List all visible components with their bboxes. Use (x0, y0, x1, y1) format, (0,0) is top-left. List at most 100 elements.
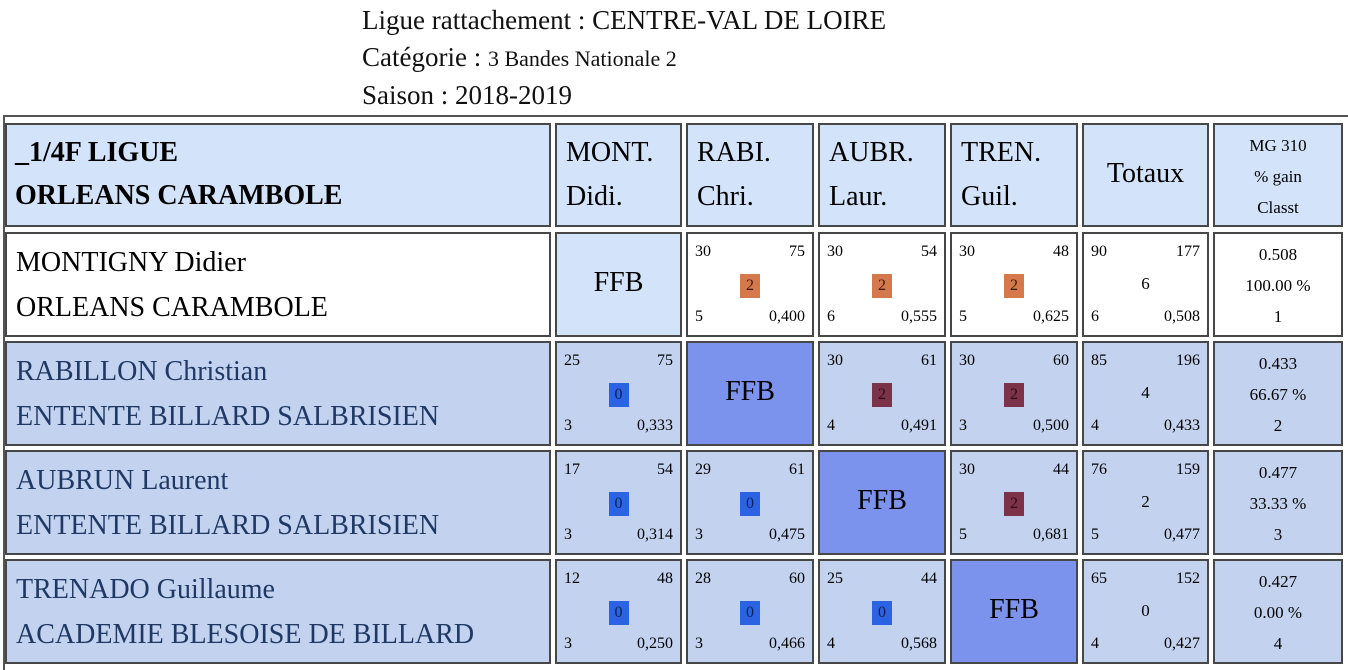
match-points-scored: 17 (564, 461, 580, 478)
win-percentage: 66.67 % (1249, 385, 1307, 404)
ffb-cell: FFB (818, 450, 946, 555)
match-cell: 30 61 2 4 0,491 (818, 341, 946, 446)
mg-cell: 0.427 0.00 % 4 (1213, 559, 1343, 664)
match-innings: 60 (1053, 352, 1069, 369)
player-club: ORLEANS CARAMBOLE (16, 292, 328, 323)
column-header-1: MONT. Didi. (555, 123, 682, 227)
categorie-line: Catégorie : 3 Bandes Nationale 2 (362, 39, 886, 77)
player-info: RABILLON Christian ENTENTE BILLARD SALBRI… (16, 349, 439, 439)
match-innings: 54 (657, 461, 673, 478)
match-result-points-badge: 2 (1004, 274, 1024, 298)
match-high-run: 3 (564, 417, 572, 434)
match-points-scored: 12 (564, 570, 580, 587)
match-innings: 48 (657, 570, 673, 587)
column-header-text: AUBR. Laur. (829, 131, 914, 219)
column-header-line1: TREN. (961, 137, 1042, 168)
column-header-4: TREN. Guil. (950, 123, 1078, 227)
match-cell: 30 48 2 5 0,625 (950, 232, 1078, 337)
ranking: 2 (1273, 416, 1283, 435)
total-match-points: 0 (1141, 601, 1150, 620)
totals-cell: 85 196 4 4 0,433 (1082, 341, 1209, 446)
column-header-line2: Laur. (829, 181, 888, 212)
totals-cell: 90 177 6 6 0,508 (1082, 232, 1209, 337)
column-header-3: AUBR. Laur. (818, 123, 946, 227)
player-club: ENTENTE BILLARD SALBRISIEN (16, 510, 440, 541)
match-result-points-badge: 2 (872, 383, 892, 407)
player-club: ENTENTE BILLARD SALBRISIEN (16, 401, 440, 432)
match-points-scored: 30 (959, 461, 975, 478)
general-average: 0.477 (1258, 463, 1298, 482)
match-high-run: 6 (827, 308, 835, 325)
win-percentage: 33.33 % (1249, 494, 1307, 513)
mg-header-line: % gain (1254, 167, 1302, 186)
match-result-points-badge: 0 (608, 492, 629, 516)
player-info: MONTIGNY Didier ORLEANS CARAMBOLE (16, 240, 328, 330)
match-points-scored: 25 (827, 570, 843, 587)
match-cell: 25 44 0 4 0,568 (818, 559, 946, 664)
match-high-run: 3 (695, 526, 703, 543)
match-average: 0,466 (769, 635, 805, 652)
ranking: 3 (1273, 525, 1283, 544)
total-points: 65 (1091, 570, 1107, 587)
match-average: 0,475 (769, 526, 805, 543)
ffb-cell: FFB (686, 341, 814, 446)
match-points-scored: 30 (827, 352, 843, 369)
column-header-text: RABI. Chri. (697, 131, 771, 219)
table-title-cell: _1/4F LIGUE ORLEANS CARAMBOLE (5, 123, 551, 227)
match-high-run: 3 (695, 635, 703, 652)
total-innings: 159 (1176, 461, 1200, 478)
totals-cell: 65 152 0 4 0,427 (1082, 559, 1209, 664)
match-high-run: 3 (959, 417, 967, 434)
ffb-cell: FFB (950, 559, 1078, 664)
results-table-frame (3, 115, 1348, 670)
match-points-scored: 28 (695, 570, 711, 587)
categorie-value: 3 Bandes Nationale 2 (487, 46, 677, 71)
match-cell: 17 54 0 3 0,314 (555, 450, 682, 555)
match-high-run: 3 (564, 635, 572, 652)
general-average: 0.508 (1258, 245, 1298, 264)
match-average: 0,250 (637, 635, 673, 652)
total-match-points: 4 (1141, 383, 1150, 402)
ranking: 1 (1273, 307, 1283, 326)
match-cell: 28 60 0 3 0,466 (686, 559, 814, 664)
player-club: ACADEMIE BLESOISE DE BILLARD (16, 619, 475, 650)
table-title-line2: ORLEANS CARAMBOLE (15, 180, 343, 211)
player-cell: MONTIGNY Didier ORLEANS CARAMBOLE (5, 232, 551, 337)
general-average: 0.427 (1258, 572, 1298, 591)
ffb-label: FFB (593, 267, 644, 298)
mg-cell: 0.433 66.67 % 2 (1213, 341, 1343, 446)
player-name: TRENADO Guillaume (16, 574, 275, 605)
mg-header-line: Classt (1257, 198, 1299, 217)
match-average: 0,555 (901, 308, 937, 325)
match-cell: 12 48 0 3 0,250 (555, 559, 682, 664)
match-high-run: 5 (959, 308, 967, 325)
total-match-points: 2 (1141, 492, 1150, 511)
column-header-line1: MONT. (566, 137, 654, 168)
match-innings: 60 (789, 570, 805, 587)
total-points: 90 (1091, 243, 1107, 260)
match-cell: 25 75 0 3 0,333 (555, 341, 682, 446)
mg-header-text: MG 310 % gain Classt (1215, 130, 1341, 223)
total-high-run: 5 (1091, 526, 1099, 543)
match-result-points-badge: 2 (740, 274, 760, 298)
categorie-label: Catégorie : (362, 42, 488, 72)
total-high-run: 4 (1091, 635, 1099, 652)
match-points-scored: 30 (827, 243, 843, 260)
mg-values: 0.477 33.33 % 3 (1215, 457, 1341, 550)
mg-header-cell: MG 310 % gain Classt (1213, 123, 1343, 227)
match-cell: 30 75 2 5 0,400 (686, 232, 814, 337)
column-header-line1: RABI. (697, 137, 771, 168)
column-header-line2: Chri. (697, 181, 754, 212)
match-cell: 30 54 2 6 0,555 (818, 232, 946, 337)
match-high-run: 3 (564, 526, 572, 543)
match-cell: 30 60 2 3 0,500 (950, 341, 1078, 446)
total-points: 76 (1091, 461, 1107, 478)
mg-values: 0.433 66.67 % 2 (1215, 348, 1341, 441)
match-result-points-badge: 0 (608, 383, 629, 407)
mg-cell: 0.477 33.33 % 3 (1213, 450, 1343, 555)
saison-line: Saison : 2018-2019 (362, 77, 886, 114)
page-header: Ligue rattachement : CENTRE-VAL DE LOIRE… (362, 2, 886, 114)
match-average: 0,400 (769, 308, 805, 325)
column-header-line1: AUBR. (829, 137, 914, 168)
total-high-run: 6 (1091, 308, 1099, 325)
